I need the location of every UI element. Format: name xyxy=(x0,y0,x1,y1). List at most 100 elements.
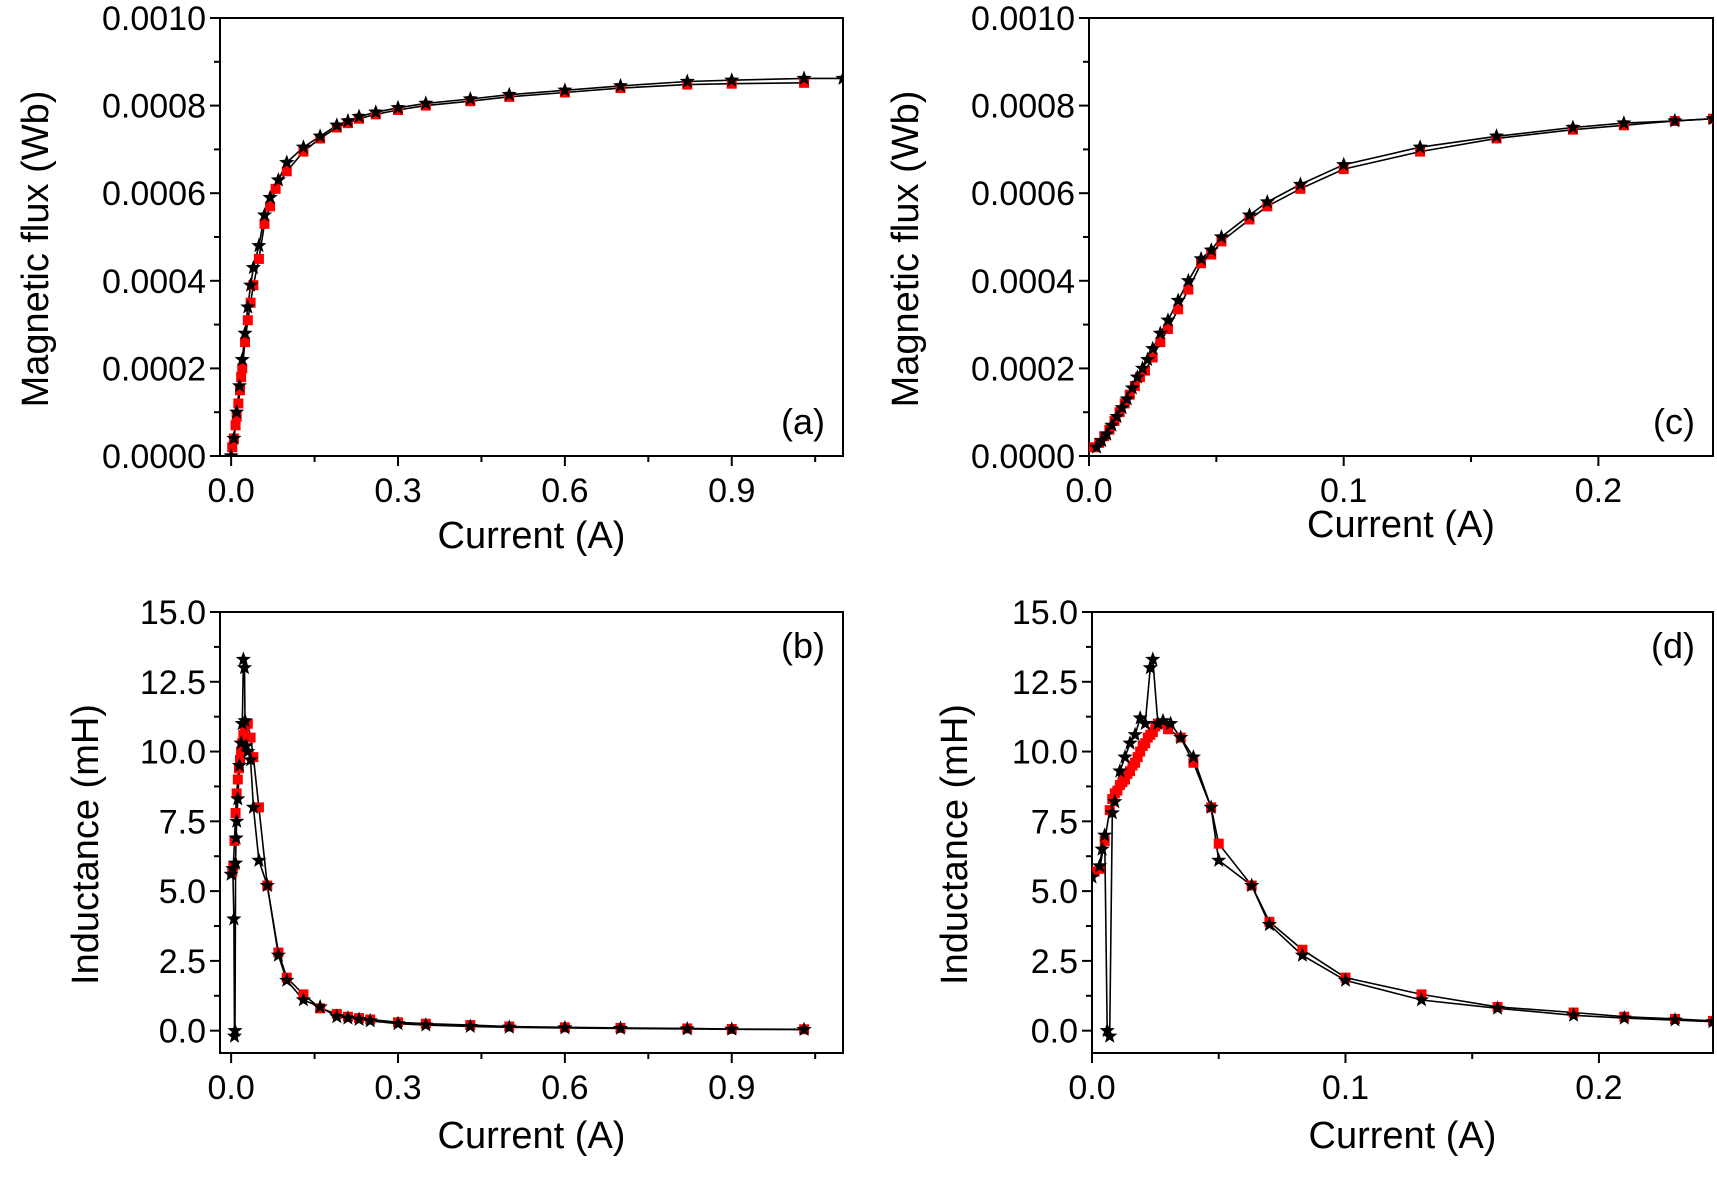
star-point xyxy=(1140,351,1156,367)
square-point xyxy=(237,363,248,374)
y-axis-title: Inductance (mH) xyxy=(65,704,107,985)
y-tick-label: 0.0010 xyxy=(102,0,206,38)
star-point xyxy=(340,1010,356,1025)
star-series-line xyxy=(1092,659,1713,1037)
star-point xyxy=(231,757,248,772)
square-point xyxy=(1140,738,1151,749)
star-point xyxy=(1616,115,1632,130)
y-tick-label: 0.0002 xyxy=(971,350,1075,388)
square-point xyxy=(799,77,810,88)
star-point xyxy=(390,1015,406,1031)
square-point xyxy=(259,218,270,229)
star-point xyxy=(1150,715,1166,731)
star-point xyxy=(724,72,740,87)
star-point xyxy=(1127,726,1143,742)
star-point xyxy=(238,738,254,753)
square-point xyxy=(1112,785,1123,796)
star-point xyxy=(1259,194,1275,209)
plot-frame xyxy=(1088,17,1714,457)
y-tick-label: 5.0 xyxy=(159,873,206,911)
y-tick-label: 2.5 xyxy=(159,943,206,981)
square-point xyxy=(235,385,246,396)
star-point xyxy=(1129,369,1145,384)
x-tick-label: 0.0 xyxy=(207,472,254,510)
x-tick-label: 0.9 xyxy=(708,1069,755,1107)
star-point xyxy=(1132,710,1148,725)
star-point xyxy=(1412,139,1428,154)
square-point xyxy=(1206,249,1217,260)
panel-label: (a) xyxy=(781,401,825,442)
square-point xyxy=(1216,236,1227,247)
star-point xyxy=(1213,229,1229,244)
y-tick-label: 0.0010 xyxy=(971,0,1075,38)
star-point xyxy=(1337,972,1354,987)
panel-label: (c) xyxy=(1653,401,1695,442)
square-point xyxy=(248,752,259,763)
y-tick-label: 0.0 xyxy=(159,1013,206,1051)
star-point xyxy=(234,351,250,367)
star-point xyxy=(1667,1012,1683,1027)
x-axis-title: Current (A) xyxy=(1309,1115,1497,1157)
star-point xyxy=(270,947,286,962)
star-point xyxy=(227,1022,243,1038)
y-tick-label: 0.0004 xyxy=(102,263,206,301)
star-point xyxy=(279,972,295,987)
star-point xyxy=(1566,1007,1582,1022)
star-point xyxy=(226,911,242,926)
square-point xyxy=(230,807,241,818)
y-tick-label: 0.0006 xyxy=(102,175,206,213)
star-point xyxy=(251,852,267,867)
y-tick-label: 0.0008 xyxy=(971,88,1075,126)
plot-frame xyxy=(219,611,844,1054)
panel-label: (d) xyxy=(1651,625,1695,666)
star-point xyxy=(1155,712,1171,728)
star-point xyxy=(270,172,286,187)
series-layer xyxy=(223,70,843,456)
chart-panel-3: 0.0 0.1 0.2 0.0 2.5 5.0 7.5 10.0 12.5 15.0 Current… xyxy=(934,594,1714,1157)
star-point xyxy=(340,112,356,128)
x-axis-title: Current (A) xyxy=(438,1115,626,1157)
star-point xyxy=(1160,312,1176,327)
star-point xyxy=(1107,793,1123,809)
star-point xyxy=(1117,749,1133,764)
star-point xyxy=(1134,360,1151,375)
star-point xyxy=(1145,340,1161,356)
y-tick-label: 7.5 xyxy=(159,803,206,841)
x-tick-label: 0.0 xyxy=(1065,472,1112,510)
y-tick-label: 0.0004 xyxy=(971,263,1075,301)
star-point xyxy=(1112,763,1128,778)
star-point xyxy=(1705,1013,1713,1029)
star-point xyxy=(1097,827,1113,842)
star-point xyxy=(1173,729,1189,745)
star-point xyxy=(1203,799,1219,814)
square-point xyxy=(231,411,242,422)
x-axis-title: Current (A) xyxy=(1307,504,1495,546)
star-point xyxy=(256,207,273,222)
star-point xyxy=(1119,391,1135,406)
square-point xyxy=(233,398,244,409)
x-tick-label: 0.1 xyxy=(1320,472,1367,510)
star-point xyxy=(1294,947,1310,962)
x-tick-label: 0.9 xyxy=(708,472,755,510)
star-point xyxy=(1163,715,1179,731)
star-point xyxy=(1122,735,1138,750)
square-point xyxy=(1147,727,1158,738)
star-point xyxy=(796,70,812,85)
chart-panel-2: 0.0 0.1 0.2 0.0000 0.0002 0.0004 0.0006 0.0008 0… xyxy=(885,0,1714,546)
x-axis-title: Current (A) xyxy=(438,515,626,557)
star-point xyxy=(1145,651,1161,666)
square-point xyxy=(1196,258,1207,269)
star-point xyxy=(1193,250,1209,266)
series-layer xyxy=(1089,110,1713,454)
star-point xyxy=(229,404,245,419)
star-point xyxy=(329,117,345,132)
square-point xyxy=(1104,805,1115,816)
square-point xyxy=(1244,214,1255,225)
star-point xyxy=(1099,1022,1115,1038)
star-point xyxy=(1488,128,1505,143)
square-point xyxy=(245,297,256,308)
square-point xyxy=(232,774,243,785)
star-point xyxy=(501,1019,517,1034)
star-point xyxy=(226,1028,243,1043)
square-point xyxy=(245,732,256,743)
